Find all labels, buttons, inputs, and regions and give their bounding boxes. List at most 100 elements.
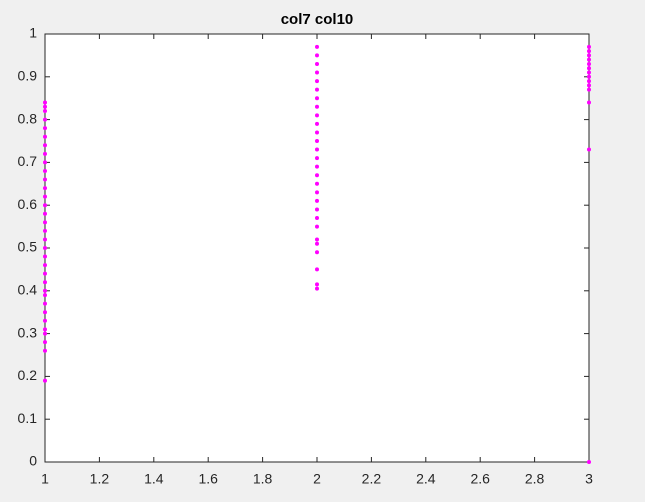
x-tick-label: 2.8 xyxy=(525,471,545,487)
x-tick-label: 3 xyxy=(585,471,593,487)
point xyxy=(315,113,319,118)
point xyxy=(587,79,591,84)
point xyxy=(43,160,47,165)
y-tick-label: 0.2 xyxy=(18,367,38,383)
y-tick-label: 0.3 xyxy=(18,324,38,340)
point xyxy=(43,237,47,242)
point xyxy=(43,100,47,105)
point xyxy=(43,246,47,250)
point xyxy=(315,286,319,291)
point xyxy=(587,49,591,54)
x-tick-label: 2.2 xyxy=(362,471,382,487)
point xyxy=(587,100,591,105)
y-tick-label: 0.9 xyxy=(18,68,38,84)
point xyxy=(587,147,591,152)
point xyxy=(43,280,47,285)
x-tick-label: 1.6 xyxy=(198,471,218,487)
point xyxy=(43,134,47,139)
y-tick-label: 0.6 xyxy=(18,196,38,212)
point xyxy=(315,139,319,143)
point xyxy=(43,177,47,182)
point xyxy=(43,318,47,323)
y-tick-label: 0.5 xyxy=(18,239,38,255)
point xyxy=(43,254,47,259)
point xyxy=(43,301,47,306)
point xyxy=(315,96,319,101)
point xyxy=(43,228,47,233)
point xyxy=(315,164,319,169)
point xyxy=(315,207,319,212)
point xyxy=(43,104,47,109)
point xyxy=(43,194,47,199)
point xyxy=(43,271,47,276)
point xyxy=(43,348,47,353)
point xyxy=(43,288,47,293)
point xyxy=(587,66,591,71)
chart-title: col7 col10 xyxy=(281,11,354,28)
point xyxy=(315,130,319,135)
point xyxy=(315,181,319,186)
y-tick-label: 0.7 xyxy=(18,153,38,169)
point xyxy=(43,310,47,315)
point xyxy=(43,109,47,114)
point xyxy=(43,340,47,345)
x-tick-label: 2 xyxy=(313,471,321,487)
point xyxy=(315,70,319,75)
point xyxy=(315,237,319,242)
point xyxy=(43,220,47,225)
point xyxy=(315,156,319,161)
point xyxy=(43,378,47,383)
point xyxy=(587,57,591,62)
point xyxy=(43,117,47,122)
y-tick-label: 0 xyxy=(29,453,37,469)
point xyxy=(43,126,47,131)
point xyxy=(43,293,47,298)
y-tick-label: 0.1 xyxy=(18,410,38,426)
point xyxy=(315,53,319,58)
point xyxy=(587,87,591,92)
y-tick-label: 0.8 xyxy=(18,110,38,126)
point xyxy=(43,186,47,191)
point xyxy=(315,282,319,287)
point xyxy=(43,168,47,173)
point xyxy=(315,104,319,109)
point xyxy=(587,70,591,75)
point xyxy=(43,151,47,156)
x-tick-label: 2.6 xyxy=(470,471,490,487)
point xyxy=(587,460,591,464)
point xyxy=(587,83,591,88)
point xyxy=(315,198,319,203)
point xyxy=(315,121,319,126)
x-tick-label: 1.2 xyxy=(90,471,110,487)
x-tick-label: 1.4 xyxy=(144,471,164,487)
point xyxy=(315,267,319,272)
point xyxy=(43,143,47,148)
point xyxy=(315,190,319,195)
point xyxy=(43,203,47,208)
x-tick-label: 2.4 xyxy=(416,471,436,487)
point xyxy=(43,327,47,332)
point xyxy=(315,44,319,49)
point xyxy=(587,53,591,58)
x-tick-label: 1.8 xyxy=(253,471,273,487)
x-tick-label: 1 xyxy=(41,471,49,487)
point xyxy=(43,263,47,268)
point xyxy=(587,61,591,66)
point xyxy=(43,331,47,336)
y-tick-label: 1 xyxy=(29,25,37,41)
point xyxy=(315,224,319,229)
point xyxy=(43,211,47,216)
point xyxy=(587,74,591,79)
point xyxy=(315,241,319,246)
point xyxy=(315,216,319,221)
point xyxy=(315,250,319,255)
point xyxy=(315,61,319,66)
point xyxy=(587,44,591,49)
point xyxy=(315,147,319,152)
point xyxy=(315,87,319,92)
point xyxy=(315,79,319,84)
y-tick-label: 0.4 xyxy=(18,282,38,298)
point xyxy=(315,173,319,178)
